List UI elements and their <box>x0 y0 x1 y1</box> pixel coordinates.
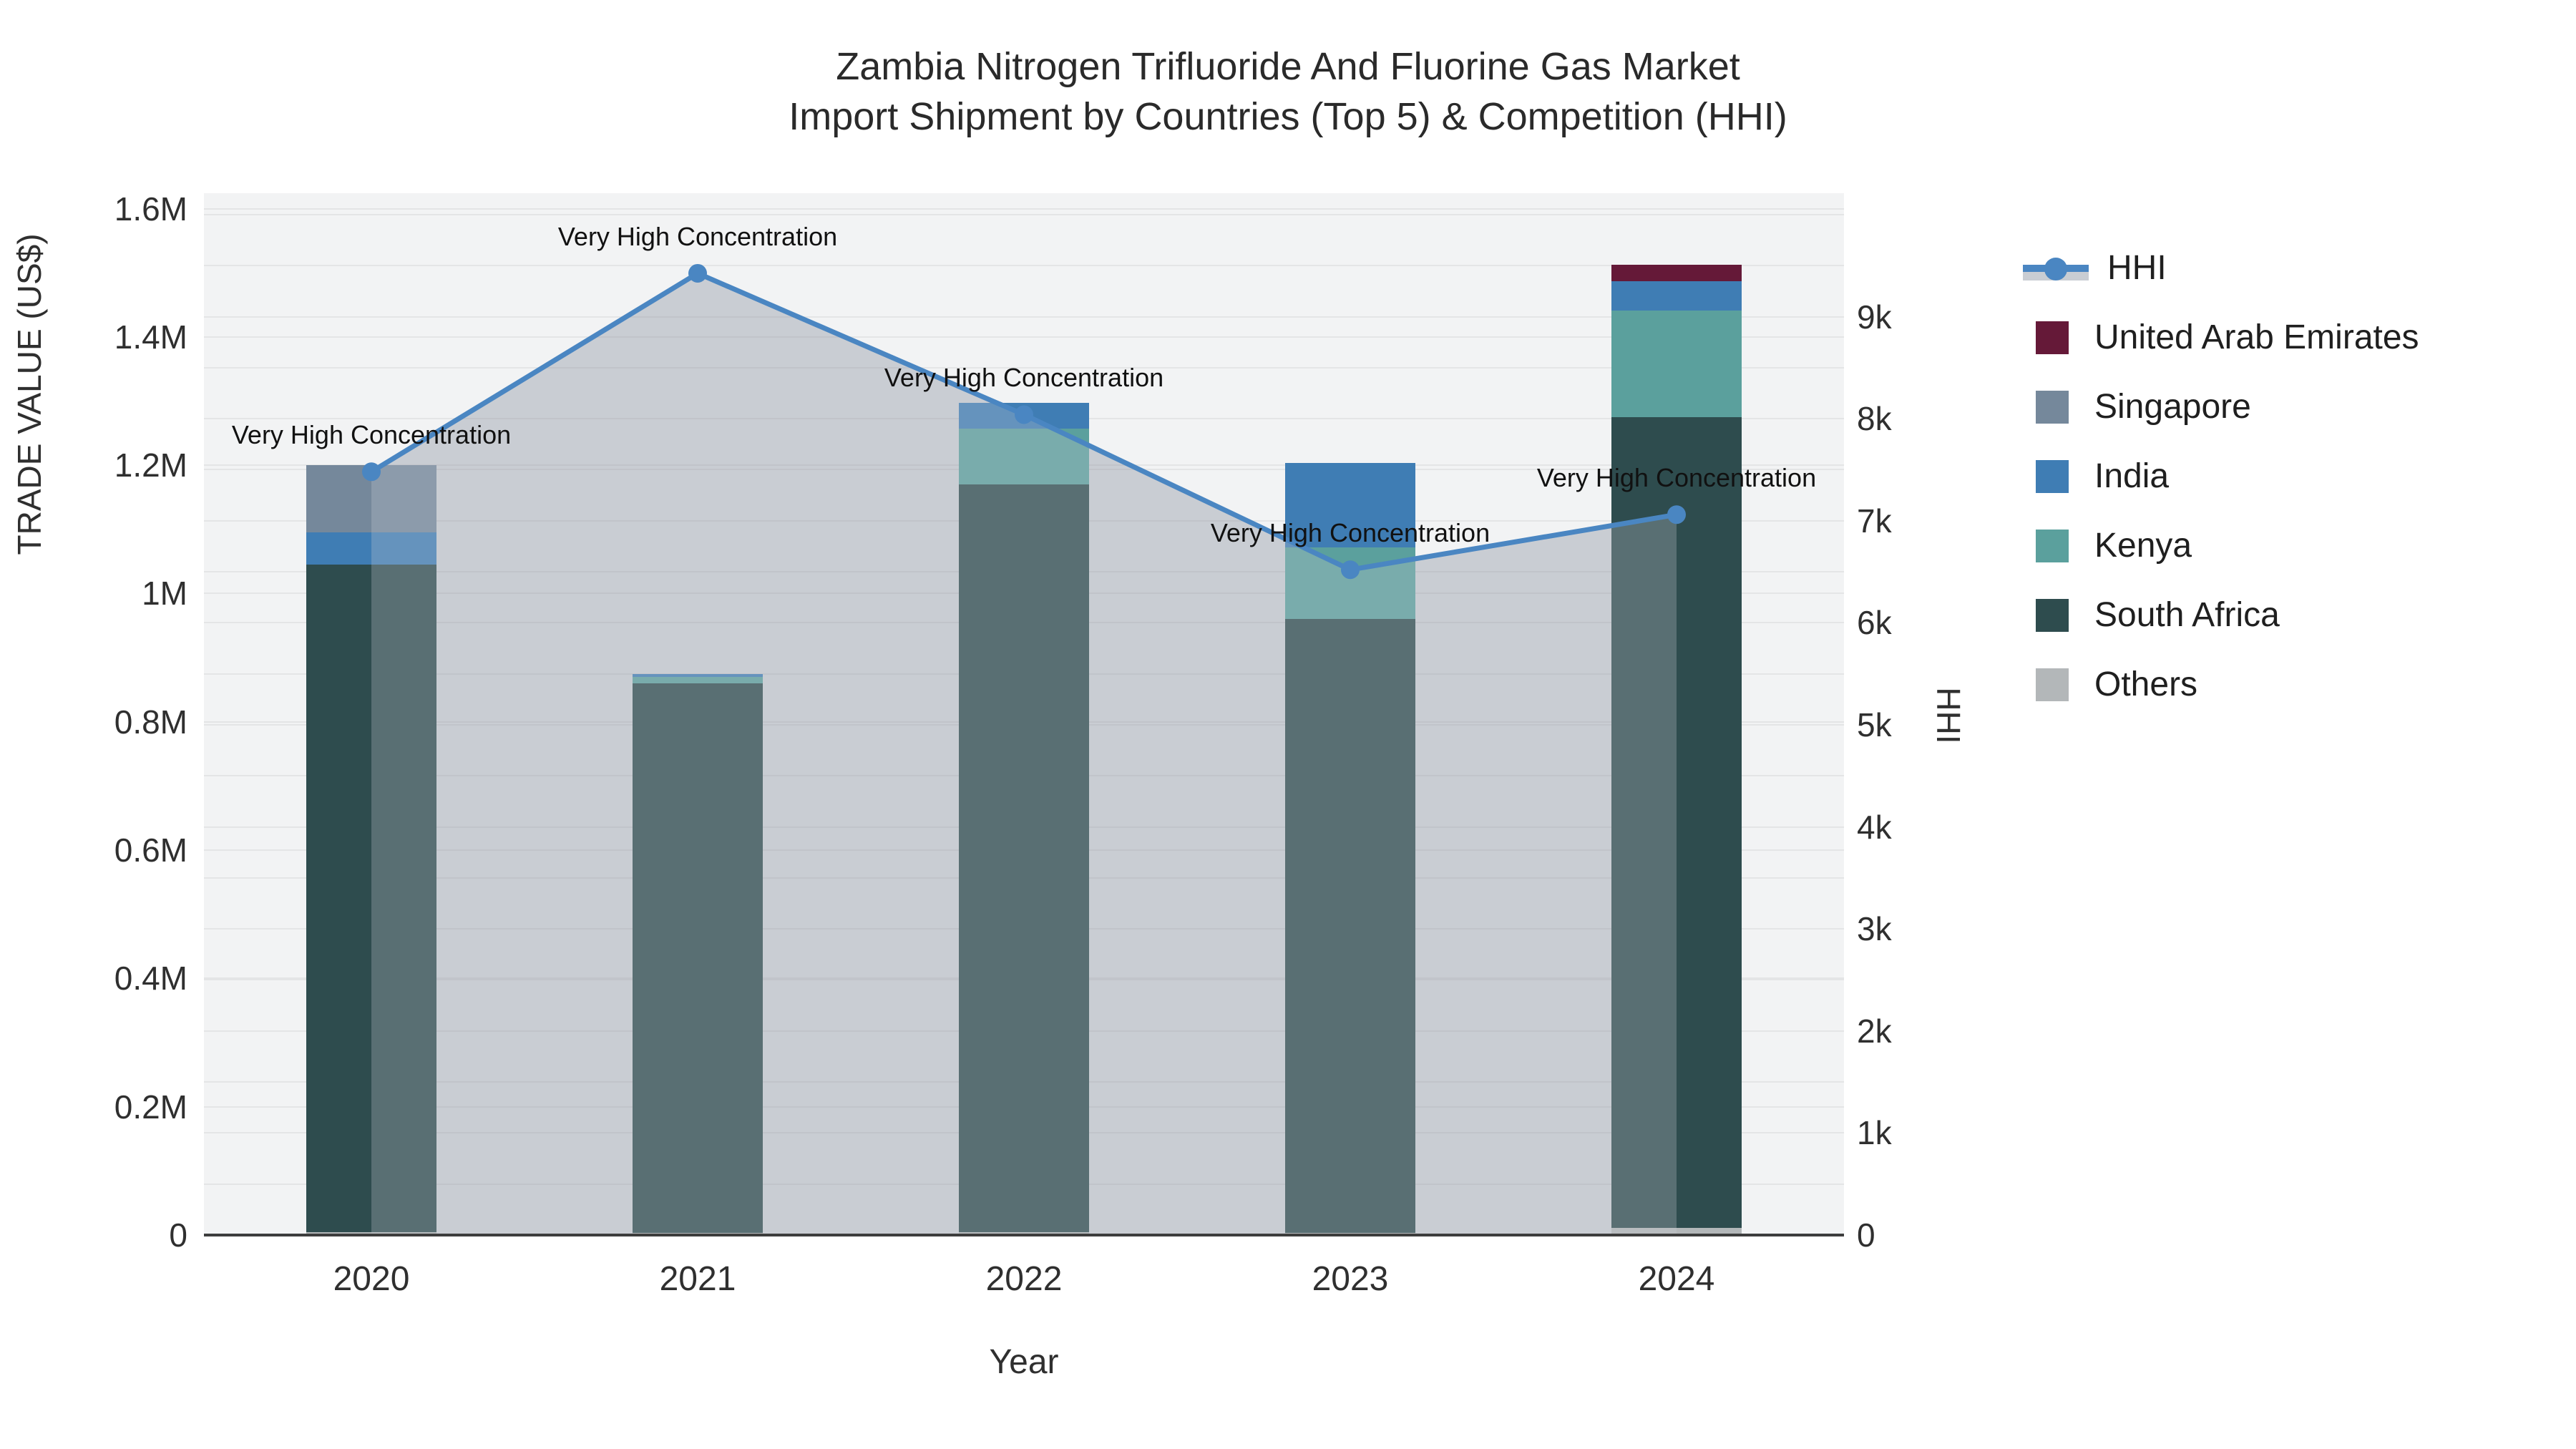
gridline <box>204 336 1844 338</box>
legend-label: Others <box>2094 665 2198 703</box>
chart-title-line2: Import Shipment by Countries (Top 5) & C… <box>789 95 1787 138</box>
hhi-marker-2021[interactable] <box>688 263 708 283</box>
plot-area: Very High Concentration Very High Concent… <box>204 193 1844 1236</box>
legend-item-south-africa[interactable]: South Africa <box>2036 580 2419 650</box>
legend-item-singapore[interactable]: Singapore <box>2036 372 2419 441</box>
bar-2022-south-africa[interactable] <box>959 484 1089 1233</box>
y-left-tick-0.8M: 0.8M <box>114 703 187 741</box>
y-right-axis-title: HHI <box>1930 687 1967 744</box>
annotation-2022: Very High Concentration <box>884 363 1164 393</box>
legend: HHI United Arab Emirates Singapore India Ken… <box>2023 233 2419 719</box>
hhi-marker-2023[interactable] <box>1340 560 1360 580</box>
y-left-tick-1.4M: 1.4M <box>114 318 187 356</box>
legend-item-united-arab-emirates[interactable]: United Arab Emirates <box>2036 303 2419 372</box>
annotation-2024: Very High Concentration <box>1536 463 1817 493</box>
y-right-tick-4k: 4k <box>1857 808 1892 846</box>
bar-2020-south-africa[interactable] <box>306 565 436 1233</box>
legend-item-others[interactable]: Others <box>2036 650 2419 719</box>
y-right-tick-9k: 9k <box>1857 298 1892 336</box>
legend-swatch-kenya <box>2036 529 2069 562</box>
hhi-marker-2020[interactable] <box>362 462 381 482</box>
annotation-2020: Very High Concentration <box>231 420 512 450</box>
y-right-tick-8k: 8k <box>1857 400 1892 438</box>
hhi-line-layer <box>362 263 1686 1235</box>
hhi-marker-2022[interactable] <box>1015 405 1033 424</box>
annotation-2021: Very High Concentration <box>557 221 838 251</box>
bar-2021-india[interactable] <box>633 674 763 677</box>
y-right-tick-6k: 6k <box>1857 604 1892 642</box>
hhi-legend-dot <box>2044 257 2067 280</box>
bar-2023-india[interactable] <box>1284 463 1415 547</box>
bar-2024-india[interactable] <box>1611 280 1742 311</box>
x-tick-2022: 2022 <box>985 1260 1063 1298</box>
legend-label: HHI <box>2107 249 2167 287</box>
y-right-tick-7k: 7k <box>1857 502 1892 540</box>
chart-title: Zambia Nitrogen Trifluoride And Fluorine… <box>0 42 2576 142</box>
legend-label: Kenya <box>2094 527 2192 565</box>
annotation-2023: Very High Concentration <box>1210 518 1491 548</box>
x-axis-title: Year <box>989 1343 1059 1381</box>
bar-2024-south-africa[interactable] <box>1611 416 1742 1229</box>
gridline <box>204 366 1844 369</box>
y-right-tick-3k: 3k <box>1857 910 1892 948</box>
x-axis-line <box>204 1234 1844 1236</box>
y-left-tick-1M: 1M <box>142 575 187 613</box>
chart-title-line1: Zambia Nitrogen Trifluoride And Fluorine… <box>836 45 1740 88</box>
gridline <box>204 213 1844 215</box>
y-right-tick-2k: 2k <box>1857 1012 1892 1050</box>
legend-item-hhi[interactable]: HHI <box>2023 233 2419 303</box>
y-left-tick-0: 0 <box>169 1216 187 1254</box>
bar-2023-kenya[interactable] <box>1284 547 1415 620</box>
legend-label: United Arab Emirates <box>2094 318 2419 356</box>
bar-2021-south-africa[interactable] <box>633 683 763 1234</box>
y-left-tick-0.4M: 0.4M <box>114 960 187 997</box>
legend-swatch-india <box>2036 459 2069 493</box>
legend-swatch-united-arab-emirates <box>2036 321 2069 354</box>
bar-2024-united-arab-emirates[interactable] <box>1611 265 1742 281</box>
hhi-legend-glyph <box>2023 252 2089 285</box>
hhi-area-overlay <box>371 273 1677 1235</box>
y-left-axis-title: TRADE VALUE (US$) <box>11 233 48 555</box>
legend-item-india[interactable]: India <box>2036 441 2419 511</box>
bar-2021-kenya[interactable] <box>633 677 763 683</box>
y-right-tick-1k: 1k <box>1857 1114 1892 1152</box>
legend-label: South Africa <box>2094 596 2280 634</box>
x-tick-2020: 2020 <box>333 1260 410 1298</box>
bar-2024-others[interactable] <box>1611 1228 1742 1235</box>
y-left-tick-0.2M: 0.2M <box>114 1088 187 1126</box>
legend-swatch-others <box>2036 668 2069 701</box>
hhi-marker-2024[interactable] <box>1667 505 1686 525</box>
x-tick-2024: 2024 <box>1638 1260 1715 1298</box>
y-right-tick-5k: 5k <box>1857 706 1892 743</box>
legend-swatch-south-africa <box>2036 598 2069 632</box>
y-left-tick-1.6M: 1.6M <box>114 190 187 228</box>
gridline <box>204 265 1844 267</box>
legend-item-kenya[interactable]: Kenya <box>2036 511 2419 580</box>
gridline <box>204 208 1844 210</box>
bar-2023-south-africa[interactable] <box>1284 619 1415 1234</box>
y-right-tick-0: 0 <box>1857 1216 1875 1254</box>
gridline <box>204 316 1844 318</box>
legend-label: Singapore <box>2094 388 2251 426</box>
bar-2024-kenya[interactable] <box>1611 311 1742 417</box>
y-left-tick-0.6M: 0.6M <box>114 831 187 869</box>
legend-label: India <box>2094 457 2170 495</box>
x-tick-2023: 2023 <box>1312 1260 1389 1298</box>
y-left-tick-1.2M: 1.2M <box>114 447 187 484</box>
legend-swatch-singapore <box>2036 390 2069 424</box>
bar-2020-india[interactable] <box>306 532 436 565</box>
x-tick-2021: 2021 <box>659 1260 736 1298</box>
